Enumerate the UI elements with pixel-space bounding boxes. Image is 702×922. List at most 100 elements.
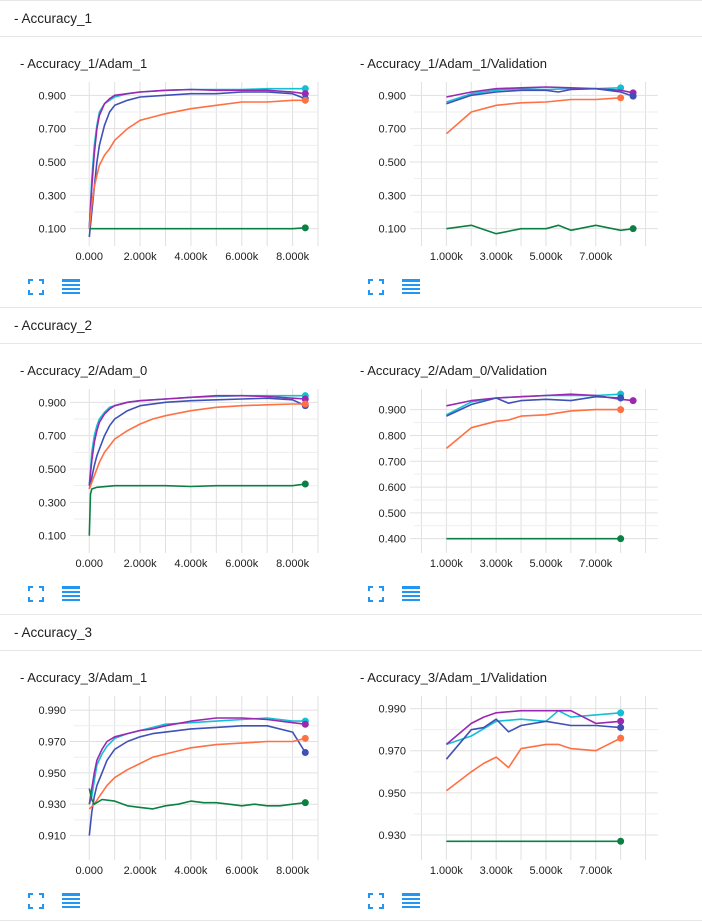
y-tick-label: 0.500 bbox=[378, 157, 406, 169]
x-tick-label: 1.000k bbox=[430, 558, 464, 570]
series-end-point-1 bbox=[629, 397, 637, 405]
y-tick-label: 0.930 bbox=[378, 830, 406, 842]
series-end-point-1 bbox=[617, 717, 625, 725]
y-tick-label: 0.500 bbox=[38, 464, 66, 476]
y-tick-label: 0.300 bbox=[378, 190, 406, 202]
series-end-point-4 bbox=[301, 799, 309, 807]
y-tick-label: 0.700 bbox=[378, 456, 406, 468]
grid bbox=[410, 389, 658, 553]
series-line-1 bbox=[445, 709, 621, 746]
y-tick-label: 0.300 bbox=[38, 190, 66, 202]
series-line-2 bbox=[88, 397, 306, 490]
x-tick-label: 5.000k bbox=[529, 558, 563, 570]
data-table-icon[interactable] bbox=[62, 585, 81, 602]
x-tick-label: 7.000k bbox=[579, 558, 613, 570]
card-icons bbox=[368, 585, 432, 605]
line-chart[interactable]: 0.100 0.300 0.500 0.700 0.900 1.000k 3.000k 5.0… bbox=[356, 74, 676, 274]
x-tick-label: 7.000k bbox=[579, 865, 613, 877]
chart-title: - Accuracy_1/Adam_1/Validation bbox=[360, 56, 547, 71]
line-chart[interactable]: 0.400 0.500 0.600 0.700 0.800 0.900 1.000k 3.00… bbox=[356, 381, 676, 581]
section-header[interactable]: - Accuracy_3 bbox=[0, 615, 702, 651]
fullscreen-icon[interactable] bbox=[368, 278, 384, 295]
series-end-point-2 bbox=[629, 92, 637, 100]
y-tick-label: 0.900 bbox=[38, 397, 66, 409]
series-end-point-4 bbox=[301, 480, 309, 488]
series-line-2 bbox=[446, 395, 621, 417]
line-chart[interactable]: 0.930 0.950 0.970 0.990 1.000k 3.000k 5.000k 7.… bbox=[356, 688, 676, 888]
fullscreen-icon[interactable] bbox=[368, 892, 384, 909]
y-tick-label: 0.900 bbox=[378, 90, 406, 102]
x-tick-label: 5.000k bbox=[529, 865, 563, 877]
x-tick-label: 6.000k bbox=[225, 865, 259, 877]
line-chart[interactable]: 0.100 0.300 0.500 0.700 0.900 0.000 2.000k 4.00… bbox=[16, 74, 336, 274]
fullscreen-icon[interactable] bbox=[28, 585, 44, 602]
data-table-icon[interactable] bbox=[402, 278, 421, 295]
grid bbox=[410, 696, 658, 860]
fullscreen-icon[interactable] bbox=[28, 892, 44, 909]
grid bbox=[410, 82, 658, 246]
fullscreen-icon[interactable] bbox=[28, 278, 44, 295]
y-tick-label: 0.900 bbox=[38, 90, 66, 102]
series-end-point-3 bbox=[301, 96, 309, 104]
series-end-point-1 bbox=[301, 90, 309, 98]
series-end-point-4 bbox=[617, 535, 625, 543]
y-tick-label: 0.600 bbox=[378, 482, 406, 494]
series-line-1 bbox=[88, 394, 306, 486]
x-tick-label: 4.000k bbox=[174, 865, 208, 877]
x-tick-label: 2.000k bbox=[124, 558, 158, 570]
x-tick-label: 2.000k bbox=[124, 865, 158, 877]
series-end-point-3 bbox=[301, 734, 309, 742]
chart-title: - Accuracy_2/Adam_0/Validation bbox=[360, 363, 547, 378]
series-end-point-1 bbox=[301, 395, 309, 403]
series-line-0 bbox=[88, 87, 306, 229]
series-line-1 bbox=[446, 86, 634, 98]
data-table-icon[interactable] bbox=[402, 585, 421, 602]
series-end-point-0 bbox=[301, 85, 309, 93]
y-tick-label: 0.930 bbox=[38, 799, 66, 811]
series-line-2 bbox=[88, 724, 306, 836]
series-end-point-3 bbox=[617, 734, 625, 742]
series-line-2 bbox=[446, 87, 634, 105]
series-end-point-0 bbox=[617, 709, 625, 717]
y-tick-label: 0.700 bbox=[378, 124, 406, 136]
series-line-2 bbox=[88, 91, 306, 238]
y-tick-label: 0.990 bbox=[378, 704, 406, 716]
chart-title: - Accuracy_1/Adam_1 bbox=[20, 56, 148, 71]
chart-card-accuracy-2-adam-0-validation: - Accuracy_2/Adam_0/Validation 0.400 0.50… bbox=[356, 363, 686, 603]
series-line-1 bbox=[88, 88, 306, 229]
series-end-point-3 bbox=[617, 406, 625, 414]
fullscreen-icon[interactable] bbox=[368, 585, 384, 602]
series-line-2 bbox=[445, 718, 621, 760]
chart-card-accuracy-3-adam-1: - Accuracy_3/Adam_1 0.910 0.930 0.950 0.970… bbox=[16, 670, 346, 910]
card-icons bbox=[368, 892, 432, 912]
chart-title: - Accuracy_3/Adam_1 bbox=[20, 670, 148, 685]
x-tick-label: 4.000k bbox=[174, 251, 208, 263]
x-tick-label: 6.000k bbox=[225, 558, 259, 570]
section-header[interactable]: - Accuracy_1 bbox=[0, 1, 702, 37]
y-tick-label: 0.900 bbox=[378, 405, 406, 417]
line-chart[interactable]: 0.910 0.930 0.950 0.970 0.990 0.000 2.000k 4.00… bbox=[16, 688, 336, 888]
grid bbox=[70, 82, 319, 246]
y-tick-label: 0.910 bbox=[38, 831, 66, 843]
line-chart[interactable]: 0.100 0.300 0.500 0.700 0.900 0.000 2.000k 4.00… bbox=[16, 381, 336, 581]
x-tick-label: 3.000k bbox=[480, 251, 514, 263]
section-accuracy-2: - Accuracy_2 bbox=[0, 307, 702, 344]
chart-card-accuracy-1-adam-1: - Accuracy_1/Adam_1 0.100 0.300 0.500 0.700… bbox=[16, 56, 346, 296]
data-table-icon[interactable] bbox=[62, 278, 81, 295]
data-table-icon[interactable] bbox=[62, 892, 81, 909]
series-end-point-3 bbox=[617, 94, 625, 102]
chart-title: - Accuracy_3/Adam_1/Validation bbox=[360, 670, 547, 685]
section-header[interactable]: - Accuracy_2 bbox=[0, 308, 702, 344]
series-line-3 bbox=[445, 737, 622, 792]
card-icons bbox=[28, 892, 92, 912]
data-table-icon[interactable] bbox=[402, 892, 421, 909]
y-tick-label: 0.100 bbox=[38, 224, 66, 236]
y-tick-label: 0.970 bbox=[38, 736, 66, 748]
series-end-point-4 bbox=[617, 837, 625, 845]
x-tick-label: 0.000 bbox=[75, 558, 103, 570]
series-end-point-2 bbox=[617, 394, 625, 402]
y-tick-label: 0.700 bbox=[38, 124, 66, 136]
series-line-3 bbox=[88, 99, 306, 229]
y-tick-label: 0.950 bbox=[378, 788, 406, 800]
x-tick-label: 8.000k bbox=[276, 558, 310, 570]
